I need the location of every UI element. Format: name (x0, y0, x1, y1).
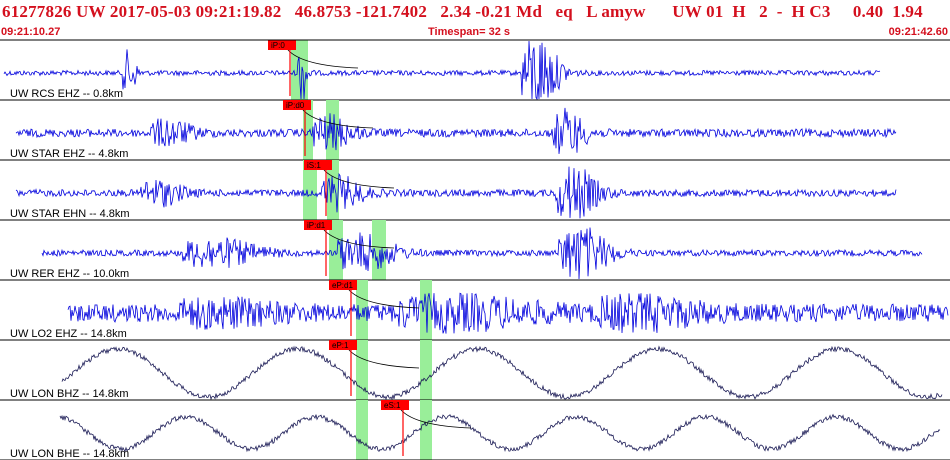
channel-label: UW STAR EHN -- 4.8km (10, 208, 130, 220)
coda-curve (348, 349, 420, 369)
pick-window (372, 220, 386, 280)
pick-label: eP:d1 (332, 281, 353, 290)
channel-label: UW LON BHE -- 14.8km (10, 448, 129, 460)
event-summary-line: 61277826 UW 2017-05-03 09:21:19.82 46.87… (2, 2, 923, 21)
pick-label: iP:d0 (286, 101, 305, 110)
channel-panel[interactable]: eP:1 UW LON BHZ -- 14.8km (0, 340, 950, 401)
seismic-trace (61, 345, 943, 401)
pick-window (329, 220, 343, 280)
pick-label: eS:1 (384, 401, 401, 410)
pick-flag[interactable] (268, 40, 296, 50)
channel-label: UW LO2 EHZ -- 14.8km (10, 328, 127, 340)
seismic-trace (15, 166, 897, 219)
pick-window (356, 340, 368, 400)
coda-curve (323, 229, 395, 249)
channel-label: UW LON BHZ -- 14.8km (10, 388, 129, 400)
coda-curve (302, 109, 374, 129)
pick-flag[interactable] (304, 220, 332, 230)
channel-label: UW STAR EHZ -- 4.8km (10, 148, 128, 160)
pick-flag[interactable] (283, 100, 311, 110)
pick-label: iP:0 (271, 41, 285, 50)
pick-label: iP:d1 (307, 221, 326, 230)
event-header: 61277826 UW 2017-05-03 09:21:19.82 46.87… (0, 0, 950, 38)
pick-flag[interactable] (329, 280, 357, 290)
pick-window (303, 160, 317, 220)
channel-label: UW RCS EHZ -- 0.8km (10, 88, 123, 100)
seismic-trace (41, 227, 923, 280)
pick-window (356, 400, 368, 460)
channel-panel[interactable]: eP:d1 UW LO2 EHZ -- 14.8km (0, 280, 950, 341)
seismic-trace (3, 40, 881, 101)
channel-panel[interactable]: iP:d0 UW STAR EHZ -- 4.8km (0, 100, 950, 161)
coda-curve (287, 49, 359, 69)
pick-window (420, 340, 432, 400)
seismic-trace (67, 292, 949, 334)
pick-flag[interactable] (304, 160, 332, 170)
channel-panel[interactable]: iP:d1 UW RER EHZ -- 10.0km (0, 220, 950, 281)
pick-window (356, 280, 368, 340)
pick-label: eP:1 (332, 341, 349, 350)
start-time: 09:21:10.27 (1, 26, 61, 38)
coda-curve (400, 409, 472, 429)
channel-panel[interactable]: iS:1 UW STAR EHN -- 4.8km (0, 160, 950, 221)
channel-label: UW RER EHZ -- 10.0km (10, 268, 129, 280)
pick-window (420, 400, 432, 460)
channel-panel[interactable]: iP:0 UW RCS EHZ -- 0.8km (0, 40, 950, 101)
coda-curve (348, 289, 420, 309)
channel-panel[interactable]: eS:1 UW LON BHE -- 14.8km (0, 400, 950, 460)
end-time: 09:21:42.60 (888, 26, 948, 38)
coda-curve (323, 169, 395, 189)
pick-flag[interactable] (381, 400, 409, 410)
pick-window (303, 100, 313, 160)
pick-label: iS:1 (307, 161, 321, 170)
timespan: Timespan= 32 s (428, 26, 511, 38)
pick-flag[interactable] (329, 340, 357, 350)
seismic-trace (59, 413, 941, 453)
seismic-trace (15, 107, 897, 154)
